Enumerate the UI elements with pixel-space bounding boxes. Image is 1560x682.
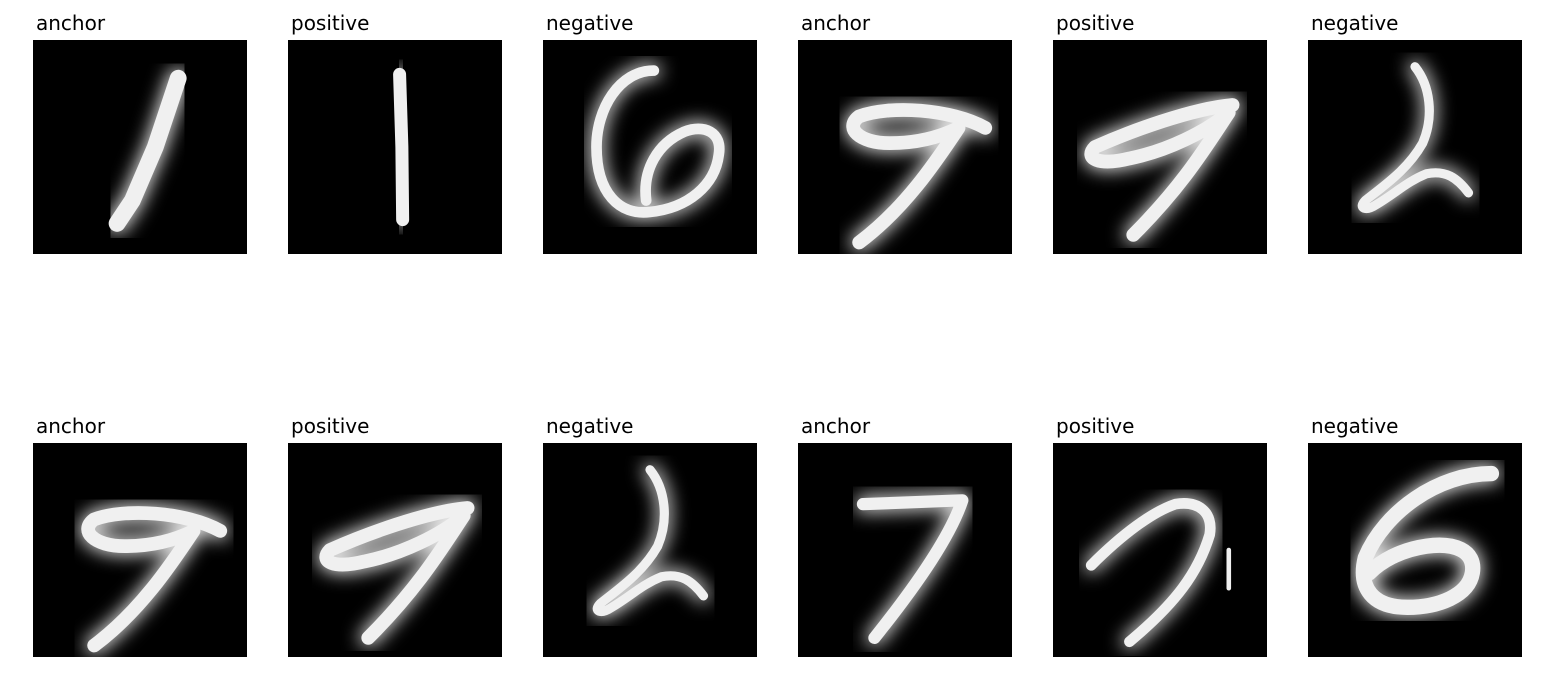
- triplet-panel: negative: [1308, 414, 1522, 657]
- triplet-panel: positive: [1053, 11, 1267, 254]
- panel-label: positive: [1056, 414, 1135, 438]
- panel-label: negative: [1311, 414, 1399, 438]
- digit-image: [1053, 40, 1267, 254]
- triplet-panel: positive: [1053, 414, 1267, 657]
- digit-7-image: [1084, 496, 1232, 649]
- digit-7-image: [855, 492, 970, 646]
- panel-label: anchor: [801, 11, 871, 35]
- panel-label: anchor: [36, 11, 106, 35]
- triplet-panel: anchor: [798, 414, 1012, 657]
- panel-label: negative: [546, 414, 634, 438]
- panel-label: anchor: [36, 414, 106, 438]
- panel-label: anchor: [801, 414, 871, 438]
- digit-6-image: [1354, 464, 1501, 617]
- triplet-panel: anchor: [33, 414, 247, 657]
- digit-1-image: [391, 66, 411, 228]
- panel-label: positive: [291, 11, 370, 35]
- triplet-panel: positive: [288, 414, 502, 657]
- digit-9-image: [79, 504, 229, 654]
- digit-image: [798, 443, 1012, 657]
- digit-9-image: [1083, 96, 1242, 244]
- digit-image: [33, 443, 247, 657]
- digit-image: [1308, 443, 1522, 657]
- digit-2-image: [1356, 60, 1475, 215]
- panel-label: negative: [1311, 11, 1399, 35]
- triplet-panel: positive: [288, 11, 502, 254]
- digit-image: [798, 40, 1012, 254]
- digit-9-image: [844, 101, 994, 251]
- digit-image: [543, 40, 757, 254]
- digit-9-image: [318, 499, 477, 647]
- panel-label: positive: [291, 414, 370, 438]
- triplet-panel: negative: [1308, 11, 1522, 254]
- triplet-panel: negative: [543, 414, 757, 657]
- digit-6-image: [589, 63, 727, 220]
- panel-label: positive: [1056, 11, 1135, 35]
- digit-image: [288, 443, 502, 657]
- digit-image: [33, 40, 247, 254]
- digit-image: [1053, 443, 1267, 657]
- digit-image: [1308, 40, 1522, 254]
- panel-label: negative: [546, 11, 634, 35]
- digit-2-image: [591, 463, 710, 618]
- triplet-panel: negative: [543, 11, 757, 254]
- triplet-panel: anchor: [798, 11, 1012, 254]
- triplet-panel: anchor: [33, 11, 247, 254]
- digit-1-image: [107, 68, 189, 234]
- digit-image: [543, 443, 757, 657]
- digit-image: [288, 40, 502, 254]
